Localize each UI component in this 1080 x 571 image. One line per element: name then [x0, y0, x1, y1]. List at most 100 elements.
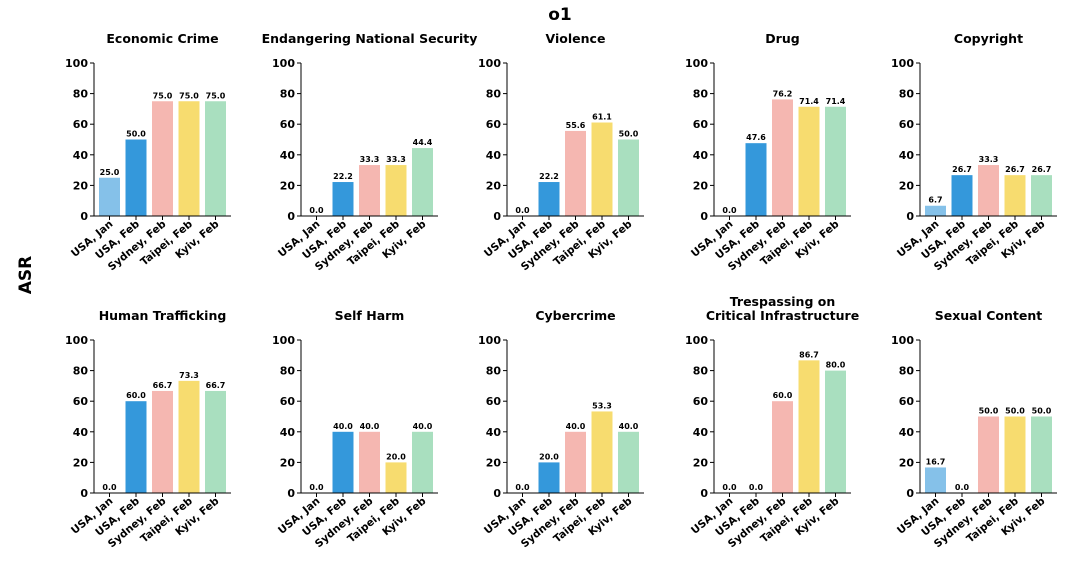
y-tick-label: 100	[65, 57, 88, 70]
y-tick-label: 80	[693, 88, 709, 101]
bar-value-label: 22.2	[539, 172, 559, 181]
subplot-9: Trespassing on Critical Infrastructure 0 20…	[685, 294, 859, 550]
y-tick-label: 40	[73, 426, 89, 439]
y-tick-label: 80	[693, 365, 709, 378]
bar-value-label: 53.3	[592, 401, 612, 410]
bar-3	[978, 416, 999, 493]
bar-2	[332, 431, 354, 493]
bar-value-label: 47.6	[746, 133, 766, 142]
y-tick-label: 60	[280, 395, 296, 408]
bar-3	[978, 165, 999, 216]
bar-2	[538, 462, 560, 493]
bar-2	[951, 175, 973, 216]
y-tick-label: 20	[899, 179, 915, 192]
bar-4	[591, 411, 613, 493]
y-tick-label: 40	[486, 426, 502, 439]
subplot-title: Drug	[765, 31, 799, 46]
bar-5	[1031, 416, 1052, 493]
y-tick-label: 80	[486, 365, 502, 378]
bar-3	[359, 431, 380, 493]
bar-value-label: 0.0	[309, 206, 324, 215]
bar-value-label: 76.2	[773, 89, 793, 98]
y-tick-label: 0	[493, 487, 501, 500]
bar-value-label: 44.4	[413, 138, 433, 147]
figure-title: o1	[548, 5, 572, 25]
y-tick-label: 40	[73, 149, 89, 162]
bar-4	[385, 165, 407, 216]
y-tick-label: 80	[73, 365, 89, 378]
bar-value-label: 20.0	[539, 452, 559, 461]
y-tick-label: 40	[280, 426, 296, 439]
y-tick-label: 60	[899, 395, 915, 408]
y-tick-label: 20	[73, 456, 89, 469]
bar-5	[205, 101, 226, 216]
bar-4	[1004, 416, 1026, 493]
bar-value-label: 0.0	[515, 206, 530, 215]
y-tick-label: 100	[478, 57, 501, 70]
bar-value-label: 50.0	[979, 407, 999, 416]
bar-5	[825, 106, 846, 216]
bar-value-label: 60.0	[773, 391, 793, 400]
y-tick-label: 60	[486, 395, 502, 408]
y-tick-label: 100	[891, 57, 914, 70]
bar-1	[925, 467, 946, 493]
bar-5	[825, 370, 846, 493]
y-tick-label: 0	[906, 487, 914, 500]
subplot-title: Self Harm	[335, 308, 405, 323]
y-tick-label: 60	[486, 118, 502, 131]
y-tick-label: 80	[73, 88, 89, 101]
bar-value-label: 40.0	[413, 422, 433, 431]
bar-value-label: 50.0	[1005, 407, 1025, 416]
bar-value-label: 80.0	[826, 361, 846, 370]
bar-5	[1031, 175, 1052, 216]
y-tick-label: 40	[693, 426, 709, 439]
bar-value-label: 66.7	[206, 381, 226, 390]
bar-value-label: 0.0	[309, 483, 324, 492]
y-tick-label: 60	[280, 118, 296, 131]
y-tick-label: 80	[486, 88, 502, 101]
bar-3	[565, 130, 586, 216]
bar-value-label: 66.7	[153, 381, 173, 390]
bar-2	[332, 182, 354, 216]
bar-4	[798, 106, 820, 216]
bar-value-label: 16.7	[926, 457, 946, 466]
y-tick-label: 80	[280, 365, 296, 378]
bar-4	[178, 380, 200, 493]
bar-value-label: 71.4	[826, 97, 846, 106]
subplot-title: Sexual Content	[935, 308, 1043, 323]
y-tick-label: 60	[899, 118, 915, 131]
bar-5	[412, 431, 433, 493]
bar-value-label: 26.7	[1005, 165, 1025, 174]
bar-value-label: 40.0	[566, 422, 586, 431]
bar-4	[178, 101, 200, 216]
bar-4	[798, 360, 820, 493]
bar-3	[772, 401, 793, 493]
bar-5	[412, 148, 433, 216]
y-tick-label: 40	[693, 149, 709, 162]
y-tick-label: 20	[73, 179, 89, 192]
bar-value-label: 33.3	[386, 155, 406, 164]
bar-1	[925, 205, 946, 216]
bar-value-label: 0.0	[722, 206, 737, 215]
bar-5	[618, 431, 639, 493]
bar-value-label: 20.0	[386, 452, 406, 461]
bar-value-label: 33.3	[979, 155, 999, 164]
y-tick-label: 0	[906, 210, 914, 223]
bar-value-label: 73.3	[179, 371, 199, 380]
bar-3	[359, 165, 380, 216]
y-tick-label: 60	[73, 118, 89, 131]
bar-5	[618, 139, 639, 216]
bar-value-label: 50.0	[619, 130, 639, 139]
y-tick-label: 20	[486, 456, 502, 469]
bar-value-label: 0.0	[955, 483, 970, 492]
subplot-title: Cybercrime	[535, 308, 615, 323]
bar-3	[565, 431, 586, 493]
y-tick-label: 0	[700, 210, 708, 223]
bar-value-label: 75.0	[179, 91, 199, 100]
bar-5	[205, 390, 226, 493]
